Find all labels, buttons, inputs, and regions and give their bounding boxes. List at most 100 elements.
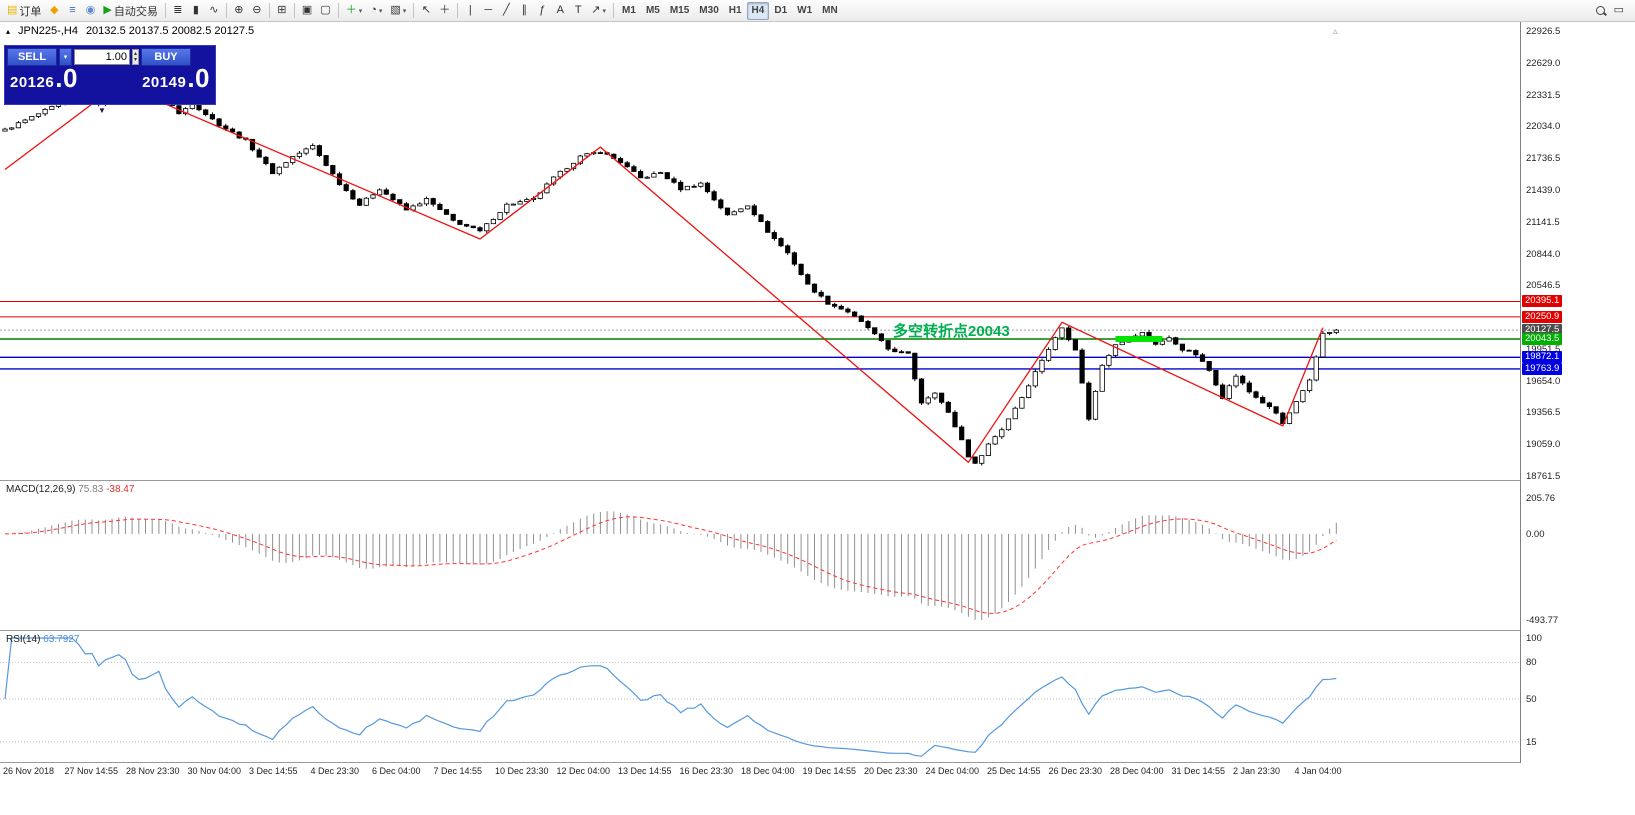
macd-name: MACD(12,26,9) — [6, 484, 76, 495]
bar-chart-button[interactable]: ≣ — [169, 2, 187, 20]
macd-signal-value: -38.47 — [106, 484, 135, 495]
price-tick: 22034.0 — [1526, 121, 1561, 133]
collapse-triangle-icon: ▴ — [6, 26, 11, 36]
time-tick: 19 Dec 14:55 — [802, 766, 857, 776]
cursor-button[interactable]: ↖ — [417, 2, 435, 20]
time-tick: 25 Dec 14:55 — [987, 766, 1041, 776]
macd-indicator-canvas[interactable] — [0, 482, 1520, 630]
templates-button[interactable]: ▧ ▾ — [386, 2, 410, 20]
crosshair-button[interactable]: ＋ — [435, 2, 454, 20]
ohlc-label: 20132.5 20137.5 20082.5 20127.5 — [85, 25, 255, 37]
trade-panel-collapse-button[interactable]: ▼ — [98, 106, 106, 115]
trendline-button[interactable]: ╱ — [497, 2, 515, 20]
autotrading-button[interactable]: ▶ 自动交易 — [99, 2, 161, 20]
search-button[interactable] — [1592, 2, 1610, 20]
toolbar-separator — [293, 3, 295, 18]
price-tick: 22331.5 — [1526, 89, 1561, 101]
volume-input[interactable] — [74, 49, 130, 65]
rsi-indicator-canvas[interactable] — [0, 632, 1520, 762]
toolbar-separator — [337, 3, 339, 18]
chart-shift-marker-icon[interactable]: ▵ — [1333, 26, 1338, 36]
chart-caption: ▴ JPN225-,H4 20132.5 20137.5 20082.5 201… — [6, 25, 254, 37]
new-order-button[interactable]: ▤ 订单 — [3, 2, 45, 20]
rsi-axis-label: 15 — [1526, 736, 1537, 748]
dropdown-caret-icon: ▾ — [602, 7, 607, 15]
toolbar-separator — [268, 3, 270, 18]
timeframe-M1-button[interactable]: M1 — [617, 2, 641, 20]
rsi-indicator-label: RSI(14) 63.7927 — [6, 634, 79, 645]
dropdown-caret-icon: ▾ — [358, 7, 363, 15]
one-click-trading-panel[interactable]: SELL ▾ ▴ ▾ BUY 20126.0 20149.0 — [4, 45, 216, 105]
cascade-windows-button-glyph: ▢ — [320, 4, 331, 16]
vertical-line-button[interactable]: | — [461, 2, 479, 20]
time-tick: 6 Dec 04:00 — [372, 766, 421, 776]
pointer-tools-button[interactable]: ▭ — [1610, 2, 1628, 20]
charts-window-icon[interactable]: ◆ — [45, 2, 63, 20]
timeframe-MN-button[interactable]: MN — [817, 2, 843, 20]
magnifier-icon — [1596, 6, 1606, 15]
toolbar-separator — [164, 3, 166, 18]
time-tick: 10 Dec 23:30 — [495, 766, 549, 776]
arrange-windows-button[interactable]: ▣ — [298, 2, 316, 20]
candlestick-chart-button[interactable]: ▮ — [187, 2, 205, 20]
price-chart-canvas[interactable] — [0, 22, 1520, 480]
panel-divider[interactable] — [0, 480, 1635, 481]
new-order-button-glyph: ▤ — [7, 4, 18, 16]
macd-main-value: 75.83 — [78, 484, 104, 495]
time-tick: 2 Jan 23:30 — [1233, 766, 1281, 776]
timeframe-H1-button[interactable]: H1 — [724, 2, 747, 20]
dropdown-caret-icon: ▾ — [378, 7, 383, 15]
timeframe-H4-button[interactable]: H4 — [746, 1, 770, 20]
panel-divider[interactable] — [0, 630, 1635, 631]
timeframe-W1-button[interactable]: W1 — [792, 2, 817, 20]
zoom-out-button[interactable]: ⊖ — [248, 2, 266, 20]
trendline-button-glyph: ╱ — [502, 4, 510, 16]
zoom-in-button[interactable]: ⊕ — [230, 2, 248, 20]
fibonacci-button[interactable]: ƒ — [533, 2, 551, 20]
buy-price[interactable]: 20149.0 — [142, 65, 210, 91]
dropdown-caret-icon: ▾ — [402, 7, 407, 15]
buy-price-main: 20149 — [142, 74, 187, 91]
buy-button[interactable]: BUY — [141, 48, 192, 66]
time-tick: 26 Nov 2018 — [3, 766, 55, 776]
profiles-button[interactable]: ◔ ▾ — [366, 2, 386, 20]
tile-windows-button[interactable]: ⊞ — [273, 2, 291, 20]
macd-indicator-label: MACD(12,26,9) 75.83 -38.47 — [6, 484, 134, 495]
channel-button[interactable]: ∥ — [515, 2, 533, 20]
zoom-in-button-glyph: ⊕ — [234, 4, 244, 16]
timeframe-M15-button[interactable]: M15 — [665, 2, 694, 20]
turning-point-annotation[interactable]: 多空转折点20043 — [893, 323, 1010, 340]
text-button-glyph: A — [556, 4, 564, 16]
trade-panel-prices: 20126.0 20149.0 — [7, 65, 213, 91]
horizontal-line-button[interactable]: ─ — [479, 2, 497, 20]
time-axis[interactable]: 26 Nov 2018 27 Nov 14:55 28 Nov 23:30 30 No… — [0, 763, 1635, 781]
market-watch-icon[interactable]: ≡ — [63, 2, 81, 20]
volume-dropdown-button[interactable]: ▾ — [59, 48, 72, 66]
spin-up-icon[interactable]: ▴ — [134, 51, 138, 57]
timeframe-D1-button[interactable]: D1 — [769, 2, 792, 20]
new-chart-button[interactable]: ＋ ▾ — [342, 2, 367, 20]
price-tick: 18761.5 — [1526, 471, 1561, 482]
label-button[interactable]: T — [569, 2, 587, 20]
time-tick: 20 Dec 23:30 — [864, 766, 918, 776]
time-tick: 28 Nov 23:30 — [126, 766, 180, 776]
volume-spinner[interactable]: ▴ ▾ — [132, 49, 140, 65]
time-tick: 4 Jan 04:00 — [1294, 766, 1342, 776]
time-tick: 13 Dec 14:55 — [618, 766, 672, 776]
community-icon[interactable]: ◉ — [81, 2, 99, 20]
text-button[interactable]: A — [551, 2, 569, 20]
price-axis[interactable]: 22926.5 22629.0 22331.5 22034.0 21736.5 21439… — [1520, 22, 1635, 763]
sell-price[interactable]: 20126.0 — [10, 65, 78, 91]
rsi-value: 63.7927 — [43, 634, 80, 645]
sell-button[interactable]: SELL — [7, 48, 57, 66]
market-watch-icon-glyph: ≡ — [69, 4, 76, 16]
line-chart-button[interactable]: ∿ — [205, 2, 223, 20]
channel-button-glyph: ∥ — [521, 4, 528, 16]
timeframe-M30-button[interactable]: M30 — [694, 2, 723, 20]
spin-down-icon[interactable]: ▾ — [134, 57, 138, 63]
arrows-button-glyph: ↗ — [591, 4, 601, 16]
arrows-button[interactable]: ↗ ▾ — [587, 2, 610, 20]
price-tick: 20546.5 — [1526, 280, 1561, 292]
timeframe-M5-button[interactable]: M5 — [641, 2, 665, 20]
cascade-windows-button[interactable]: ▢ — [316, 2, 334, 20]
